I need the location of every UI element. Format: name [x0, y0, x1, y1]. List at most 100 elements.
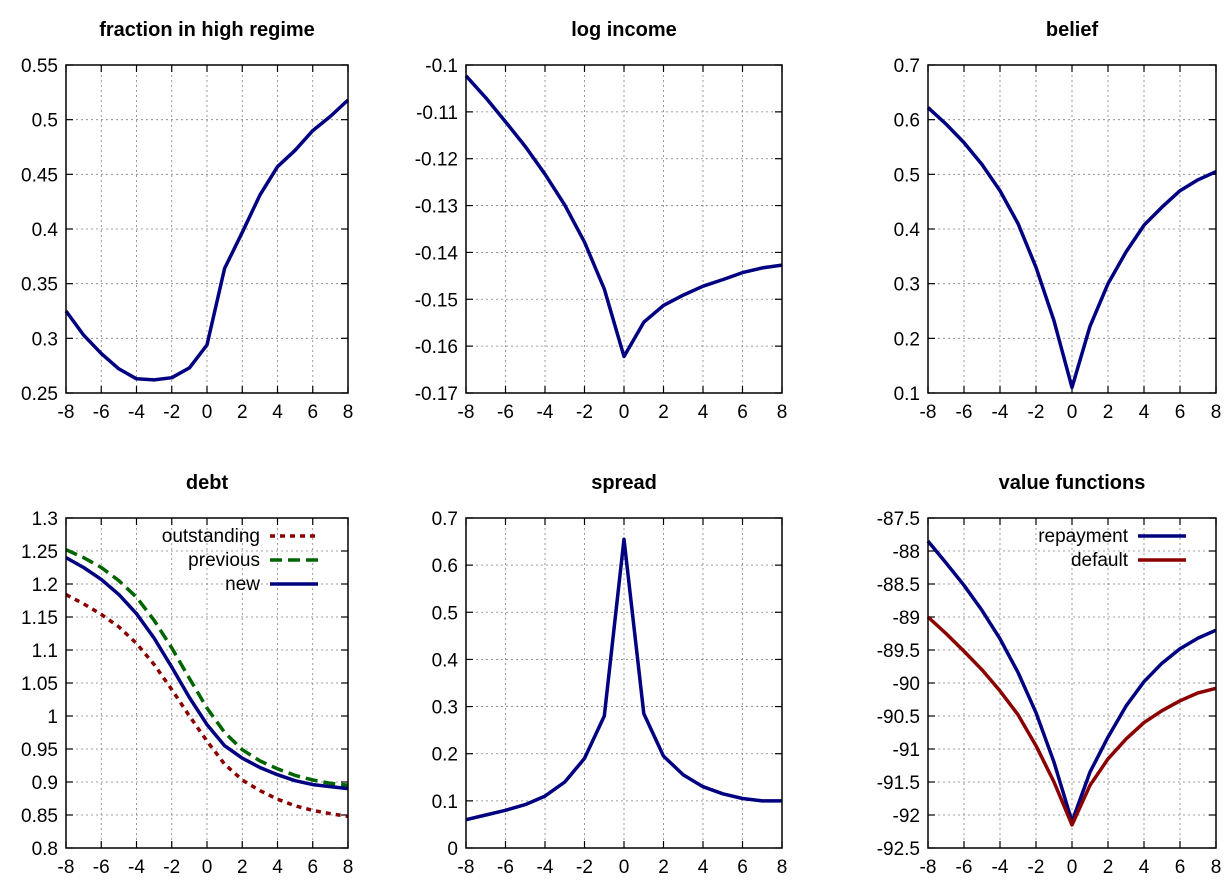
y-tick-label: -92.5 [877, 839, 920, 860]
y-tick-label: -89.5 [877, 641, 920, 662]
x-tick-label: -8 [458, 857, 475, 878]
legend-label-new: new [225, 574, 260, 595]
y-tick-label: -88.5 [877, 575, 920, 596]
chart-panel-4: -8 -6 -4 -2 0 2 4 6 8 0 0.1 0.2 0.3 0.4 0.5 0.6 0.7 sprea… [432, 472, 788, 878]
x-tick-label: 6 [1175, 857, 1186, 878]
y-tick-label: 0.3 [894, 275, 920, 296]
y-tick-label: -0.15 [415, 290, 458, 311]
y-tick-label: -91.5 [877, 773, 920, 794]
y-tick-label: 0.55 [21, 56, 58, 77]
y-tick-label: 0.4 [432, 650, 459, 671]
x-tick-label: 8 [777, 857, 788, 878]
y-tick-label: 0.95 [21, 740, 58, 761]
y-tick-label: 0.4 [894, 220, 921, 241]
y-tick-label: 0.25 [21, 384, 58, 405]
x-tick-label: -8 [458, 402, 475, 423]
legend-label-repayment: repayment [1038, 526, 1128, 547]
x-tick-label: 8 [777, 402, 788, 423]
y-tick-label: -0.13 [415, 197, 458, 218]
x-tick-label: -2 [163, 402, 180, 423]
y-tick-label: 0.8 [32, 839, 58, 860]
x-tick-label: 8 [343, 402, 354, 423]
y-tick-label: 0 [447, 839, 458, 860]
x-tick-label: -8 [58, 402, 75, 423]
x-tick-label: -2 [1028, 857, 1045, 878]
plot-frame [465, 64, 783, 394]
y-tick-label: 0.5 [32, 111, 58, 132]
y-tick-label: 0.3 [432, 698, 458, 719]
x-tick-label: -6 [956, 857, 973, 878]
plot-frame [65, 517, 349, 849]
y-tick-label: 1.2 [32, 575, 58, 596]
chart-panel-5: -8 -6 -4 -2 0 2 4 6 8 -92.5 -92 -91.5 -91 -90.5 -90 -89… [877, 472, 1222, 878]
x-tick-label: 2 [237, 402, 248, 423]
x-tick-label: -4 [537, 857, 554, 878]
y-tick-label: 0.7 [432, 509, 458, 530]
x-tick-label: 4 [272, 857, 283, 878]
x-tick-label: 6 [307, 857, 318, 878]
series-line-outstanding [65, 593, 349, 819]
y-tick-label: -90.5 [877, 707, 920, 728]
x-tick-label: -6 [93, 402, 110, 423]
y-tick-label: -0.14 [415, 243, 459, 264]
series-line-0 [464, 74, 783, 359]
x-tick-label: 4 [698, 402, 709, 423]
y-tick-label: 0.3 [32, 329, 58, 350]
y-tick-label: -90 [893, 674, 920, 695]
plot-frame [927, 517, 1217, 849]
y-tick-label: 0.9 [32, 773, 58, 794]
x-tick-label: -2 [576, 402, 593, 423]
y-tick-label: 0.1 [432, 792, 458, 813]
x-tick-label: 2 [237, 857, 248, 878]
y-tick-label: -91 [893, 740, 920, 761]
legend-label-outstanding: outstanding [162, 526, 260, 547]
y-tick-label: -88 [893, 542, 920, 563]
chart-panel-1: -8 -6 -4 -2 0 2 4 6 8 -0.17 -0.16 -0.15 -0.14 -0.13 -0… [415, 19, 788, 423]
x-tick-label: 0 [1067, 402, 1078, 423]
x-tick-label: -6 [497, 857, 514, 878]
x-tick-label: 2 [1103, 402, 1114, 423]
x-tick-label: -2 [1028, 402, 1045, 423]
chart-title: value functions [999, 472, 1146, 494]
x-tick-label: 0 [1067, 857, 1078, 878]
y-tick-label: 1.3 [32, 509, 58, 530]
x-tick-label: 4 [1139, 857, 1150, 878]
x-tick-label: 0 [202, 857, 213, 878]
x-tick-label: -8 [920, 857, 937, 878]
x-tick-label: -2 [163, 857, 180, 878]
chart-panel-2: -8 -6 -4 -2 0 2 4 6 8 0.1 0.2 0.3 0.4 0.5 0.6 0.7 belief [894, 19, 1222, 423]
x-tick-label: 6 [1175, 402, 1186, 423]
x-tick-label: 8 [1211, 857, 1222, 878]
series-line-default [926, 615, 1217, 827]
plot-frame [927, 64, 1217, 394]
y-tick-label: 1 [47, 707, 58, 728]
chart-title: belief [1046, 19, 1099, 41]
y-tick-label: 0.6 [894, 111, 920, 132]
legend-label-previous: previous [188, 550, 260, 571]
x-tick-label: -6 [93, 857, 110, 878]
x-tick-label: 8 [343, 857, 354, 878]
y-tick-label: -87.5 [877, 509, 920, 530]
y-tick-label: 0.85 [21, 806, 58, 827]
chart-title: log income [571, 19, 677, 41]
plot-frame [65, 64, 349, 394]
x-tick-label: -4 [537, 402, 554, 423]
x-tick-label: -4 [128, 857, 145, 878]
y-tick-label: -92 [893, 806, 920, 827]
chart-panel-0: -8 -6 -4 -2 0 2 4 6 8 0.25 0.3 0.35 0.4 0.45 0.5 0.55 fr… [21, 19, 353, 423]
y-tick-label: 0.5 [894, 165, 920, 186]
chart-title: debt [186, 472, 229, 494]
x-tick-label: 2 [658, 402, 669, 423]
y-tick-label: -89 [893, 608, 920, 629]
series-line-0 [926, 106, 1217, 390]
y-tick-label: 0.1 [894, 384, 920, 405]
x-tick-label: 6 [307, 402, 318, 423]
x-tick-label: 4 [272, 402, 283, 423]
chart-title: spread [591, 472, 657, 494]
series-line-previous [65, 548, 349, 788]
x-tick-label: -6 [956, 402, 973, 423]
x-tick-label: 0 [202, 402, 213, 423]
plot-frame [465, 517, 783, 849]
chart-panel-3: -8 -6 -4 -2 0 2 4 6 8 0.8 0.85 0.9 0.95 1 1.05 1.1 1.15 1… [21, 472, 353, 878]
